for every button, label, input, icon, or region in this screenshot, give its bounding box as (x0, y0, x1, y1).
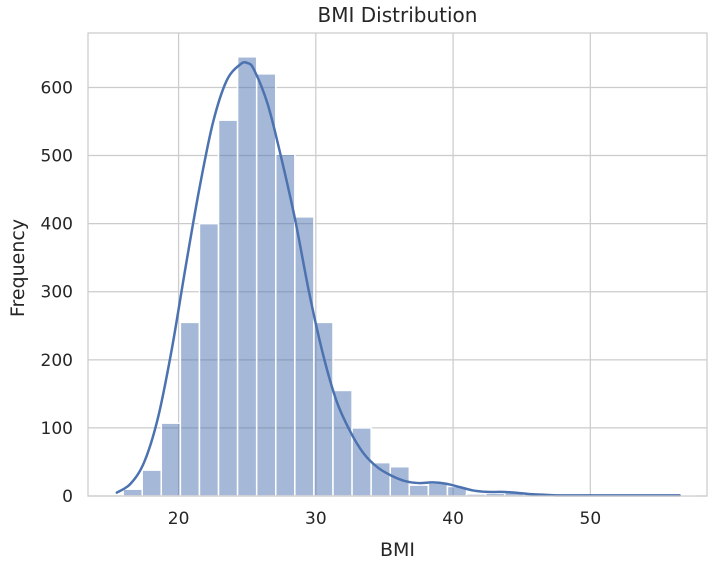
plot-frame (87, 32, 708, 497)
y-tick-label-0: 0 (62, 487, 73, 507)
histogram-bar-10 (313, 321, 334, 497)
y-tick-label-4: 400 (41, 215, 73, 235)
x-axis-label: BMI (380, 539, 415, 561)
histogram-bar-11 (332, 389, 353, 497)
histogram-bar-7 (255, 73, 277, 497)
histogram-bar-6 (236, 56, 258, 497)
histogram-bar-2 (160, 422, 182, 497)
y-axis-label: Frequency (7, 219, 29, 317)
histogram-bar-16 (427, 482, 449, 497)
y-tick-label-1: 100 (41, 419, 73, 439)
y-tick-label-2: 200 (41, 351, 73, 371)
x-tick-label-1: 30 (305, 509, 327, 529)
histogram-bar-9 (294, 216, 315, 497)
y-tick-label-3: 300 (41, 283, 73, 303)
x-tick-label-0: 20 (168, 509, 190, 529)
y-tick-label-6: 600 (41, 78, 73, 98)
histogram-bar-4 (198, 222, 220, 497)
x-tick-label-2: 40 (442, 509, 464, 529)
y-tick-labels: 0 100 200 300 400 500 600 (41, 78, 73, 507)
histogram-bar-13 (370, 461, 391, 497)
histogram-bar-5 (217, 119, 239, 497)
kde-curve (115, 60, 681, 497)
histogram-bar-3 (179, 321, 201, 497)
x-tick-label-3: 50 (580, 509, 602, 529)
histogram-bar-0 (122, 488, 143, 497)
histogram-bar-15 (408, 484, 430, 497)
x-tick-labels: 20 30 40 50 (168, 509, 601, 529)
chart-title: BMI Distribution (318, 3, 478, 27)
histogram-bars (122, 56, 697, 497)
histogram-bar-1 (141, 469, 163, 497)
y-tick-label-5: 500 (41, 147, 73, 167)
